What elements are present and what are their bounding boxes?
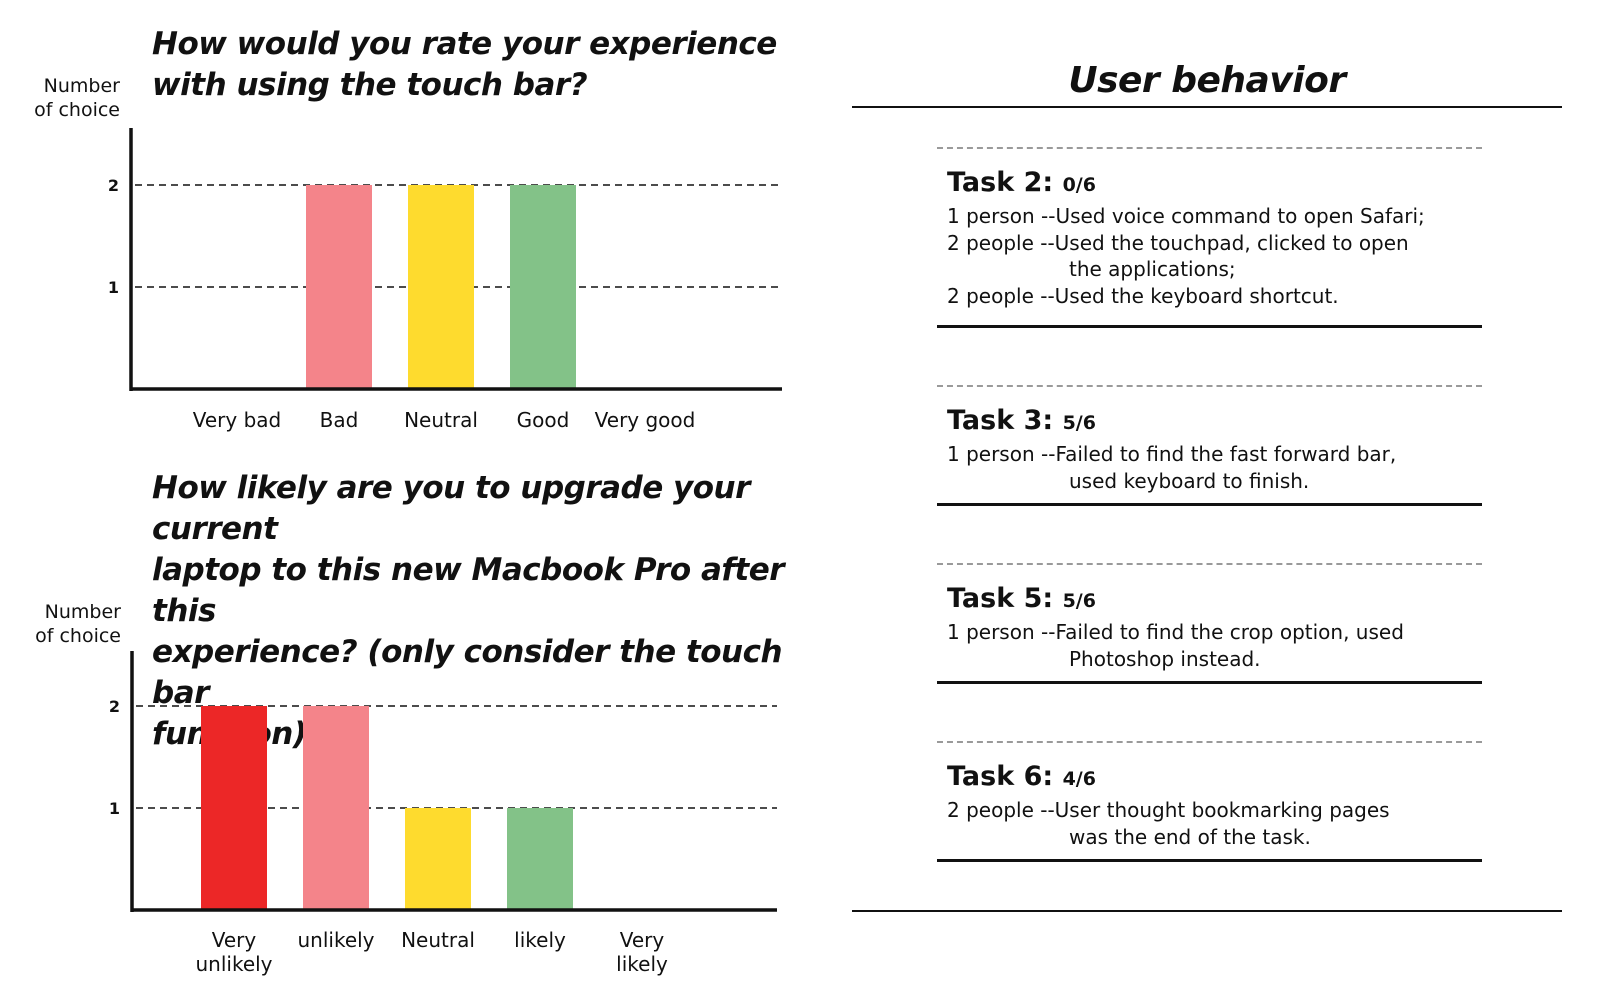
x-category-label: Bad bbox=[320, 408, 359, 432]
y-tick-label: 2 bbox=[109, 697, 120, 716]
x-category-label: Neutral bbox=[404, 408, 478, 432]
task-divider-solid bbox=[937, 859, 1482, 862]
task-block: Task 2: 0/6 1 person -- Used voice comman… bbox=[937, 147, 1482, 335]
observation-text-continued: used keyboard to finish. bbox=[1069, 468, 1310, 493]
x-category-label: likely bbox=[514, 928, 566, 952]
task-heading: Task 3: 5/6 bbox=[947, 403, 1482, 441]
bar-unlikely bbox=[303, 706, 369, 910]
task-block: Task 5: 5/6 1 person -- Failed to find th… bbox=[937, 563, 1482, 691]
x-category-label: Very bad bbox=[193, 408, 282, 432]
observation-text: User thought bookmarking pages bbox=[1054, 798, 1390, 822]
x-category-label: Neutral bbox=[401, 928, 475, 952]
observation-text: Used voice command to open Safari; bbox=[1055, 204, 1425, 228]
y-axis-label-experience: Number of choice bbox=[34, 75, 120, 121]
task-observation: 2 people -- User thought bookmarking pag… bbox=[947, 797, 1482, 850]
task-divider-dashed bbox=[937, 741, 1482, 743]
task-block: Task 6: 4/6 2 people -- User thought book… bbox=[937, 741, 1482, 869]
x-category-label: Very unlikely bbox=[195, 928, 272, 976]
observation-count: 1 person -- bbox=[947, 204, 1056, 228]
y-tick-label: 1 bbox=[108, 278, 119, 297]
y-axis-label-upgrade: Number of choice bbox=[35, 601, 121, 647]
bar-neutral bbox=[405, 808, 471, 910]
task-name: Task 6: bbox=[947, 761, 1063, 792]
y-tick-label: 2 bbox=[108, 176, 119, 195]
task-name: Task 3: bbox=[947, 405, 1063, 436]
x-category-label: unlikely bbox=[297, 928, 374, 952]
task-score: 4/6 bbox=[1062, 768, 1096, 790]
panel-top-rule bbox=[852, 106, 1562, 108]
chart-title-experience: How would you rate your experience with … bbox=[152, 26, 777, 103]
observation-count: 1 person -- bbox=[947, 620, 1056, 644]
task-divider-dashed bbox=[937, 147, 1482, 149]
bar-likely bbox=[507, 808, 573, 910]
task-divider-solid bbox=[937, 503, 1482, 506]
observation-count: 1 person -- bbox=[947, 442, 1056, 466]
observation-text-continued: Photoshop instead. bbox=[1069, 646, 1261, 671]
user-behavior-title: User behavior bbox=[1068, 60, 1346, 101]
bar-very-unlikely bbox=[201, 706, 267, 910]
task-heading: Task 5: 5/6 bbox=[947, 581, 1482, 619]
observation-text: Failed to find the crop option, used bbox=[1055, 620, 1404, 644]
x-category-label: Very good bbox=[595, 408, 696, 432]
task-heading: Task 2: 0/6 bbox=[947, 165, 1482, 203]
task-observation: 2 people -- Used the touchpad, clicked t… bbox=[947, 230, 1482, 283]
bar-neutral bbox=[408, 185, 474, 389]
bar-good bbox=[510, 185, 576, 389]
observation-count: 2 people -- bbox=[947, 230, 1055, 255]
task-divider-dashed bbox=[937, 385, 1482, 387]
observation-count: 2 people -- bbox=[947, 798, 1055, 822]
observation-text: Used the touchpad, clicked to open bbox=[1054, 230, 1409, 255]
task-name: Task 5: bbox=[947, 583, 1063, 614]
task-observation: 1 person -- Failed to find the fast forw… bbox=[947, 441, 1482, 494]
task-score: 5/6 bbox=[1062, 590, 1096, 612]
task-score: 0/6 bbox=[1062, 174, 1096, 196]
task-observation: 1 person -- Failed to find the crop opti… bbox=[947, 619, 1482, 672]
task-divider-dashed bbox=[937, 563, 1482, 565]
observation-text: Failed to find the fast forward bar, bbox=[1055, 442, 1397, 466]
task-divider-solid bbox=[937, 681, 1482, 684]
task-name: Task 2: bbox=[947, 167, 1063, 198]
task-block: Task 3: 5/6 1 person -- Failed to find th… bbox=[937, 385, 1482, 513]
observation-text-continued: was the end of the task. bbox=[1069, 824, 1311, 849]
observation-text-continued: the applications; bbox=[1069, 257, 1236, 281]
task-observation: 1 person -- Used voice command to open S… bbox=[947, 203, 1482, 230]
y-tick-label: 1 bbox=[109, 799, 120, 818]
x-category-label: Good bbox=[517, 408, 570, 432]
task-heading: Task 6: 4/6 bbox=[947, 759, 1482, 797]
bar-bad bbox=[306, 185, 372, 389]
panel-bottom-rule bbox=[852, 910, 1562, 912]
upgrade-bar-chart: 1 2 Very unlikely unlikely Neutral likely Very l… bbox=[109, 651, 777, 976]
task-observation: 2 people -- Used the keyboard shortcut. bbox=[947, 283, 1482, 310]
observation-text: Used the keyboard shortcut. bbox=[1054, 283, 1339, 308]
experience-bar-chart: 1 2 Very bad Bad Neutral Good Very good bbox=[108, 128, 782, 432]
task-score: 5/6 bbox=[1062, 412, 1096, 434]
x-category-label: Very likely bbox=[616, 928, 668, 976]
task-divider-solid bbox=[937, 325, 1482, 328]
observation-count: 2 people -- bbox=[947, 283, 1055, 308]
